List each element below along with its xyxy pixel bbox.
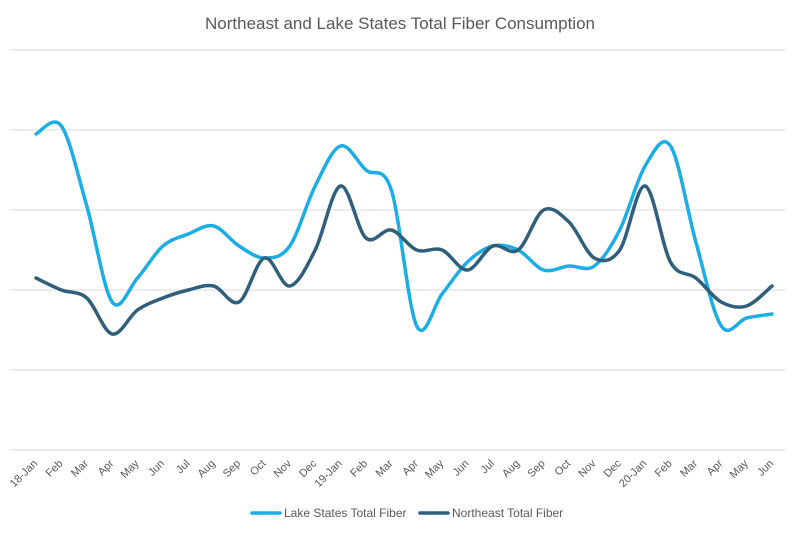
- x-tick-label: Jun: [755, 458, 776, 479]
- x-tick-label: May: [119, 457, 143, 481]
- legend-item-northeast[interactable]: Northeast Total Fiber: [418, 506, 563, 520]
- x-tick-label: Apr: [96, 457, 117, 478]
- x-tick-label: Sep: [221, 458, 243, 480]
- x-tick-label: Aug: [196, 458, 218, 480]
- x-tick-label: Apr: [705, 457, 726, 478]
- x-tick-label: Mar: [678, 457, 700, 479]
- legend-item-lake-states[interactable]: Lake States Total Fiber: [250, 506, 407, 520]
- x-tick-label: 18-Jan: [8, 458, 40, 490]
- legend-label: Lake States Total Fiber: [284, 506, 407, 520]
- x-tick-label: Apr: [400, 457, 421, 478]
- x-tick-label: Oct: [248, 458, 269, 479]
- x-tick-label: Mar: [374, 457, 396, 479]
- x-tick-label: Sep: [525, 458, 547, 480]
- x-tick-label: Nov: [272, 457, 295, 480]
- x-tick-label: Oct: [553, 458, 574, 479]
- x-axis-tick-labels: 18-Jan Feb Mar Apr May Jun Jul Aug Sep Oct Nov Dec1…: [8, 457, 776, 490]
- x-tick-label: Aug: [500, 458, 522, 480]
- gridlines: [10, 49, 785, 451]
- series-lines: [34, 120, 774, 336]
- x-tick-label: Jun: [146, 458, 167, 479]
- series-line-northeast: [34, 184, 774, 336]
- x-tick-label: Jun: [451, 458, 472, 479]
- x-tick-label: Feb: [653, 458, 675, 480]
- x-tick-label: Jul: [174, 458, 192, 476]
- legend-label: Northeast Total Fiber: [452, 506, 563, 520]
- series-line-lake-states: [34, 120, 774, 333]
- x-tick-label: 19-Jan: [312, 458, 344, 490]
- x-tick-label: Mar: [69, 457, 91, 479]
- x-tick-label: May: [423, 457, 447, 481]
- chart-title: Northeast and Lake States Total Fiber Co…: [205, 14, 595, 33]
- x-tick-label: 20-Jan: [617, 458, 649, 490]
- x-tick-label: Feb: [44, 458, 66, 480]
- x-tick-label: Nov: [576, 457, 599, 480]
- x-tick-label: May: [728, 457, 752, 481]
- x-tick-label: Feb: [348, 458, 370, 480]
- x-tick-label: Jul: [479, 458, 497, 476]
- legend[interactable]: Lake States Total Fiber Northeast Total F…: [250, 506, 563, 520]
